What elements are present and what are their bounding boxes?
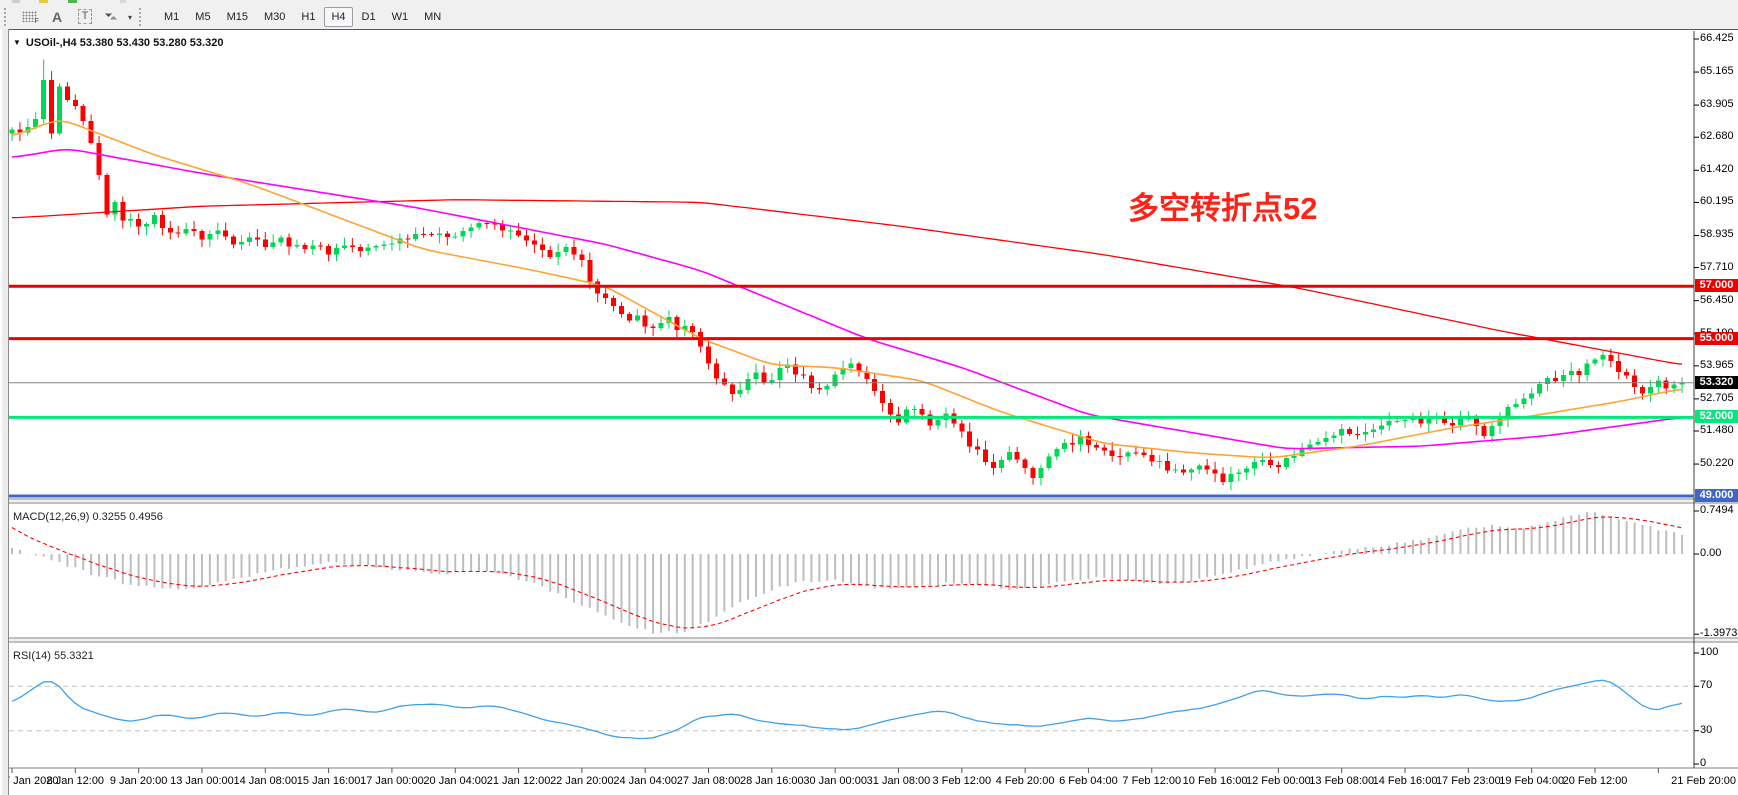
clipped-icon bbox=[12, 0, 20, 3]
time-axis-label: 13 Jan 00:00 bbox=[170, 775, 234, 787]
time-axis-label: 8 Jan 12:00 bbox=[46, 775, 105, 787]
timeframe-button-w1[interactable]: W1 bbox=[385, 7, 416, 27]
chevron-down-icon: ▾ bbox=[127, 13, 132, 22]
macd-histogram[interactable] bbox=[11, 512, 1684, 634]
time-axis-label: 6 Feb 04:00 bbox=[1059, 775, 1118, 787]
time-axis-label: 28 Jan 16:00 bbox=[740, 775, 804, 787]
time-axis-label: 27 Jan 08:00 bbox=[676, 775, 741, 787]
time-axis-label: 21 Feb 20:00 bbox=[1671, 775, 1736, 787]
time-axis-label: 24 Jan 04:00 bbox=[613, 775, 677, 787]
candlestick-series[interactable] bbox=[9, 59, 1685, 491]
time-axis-label: 10 Feb 16:00 bbox=[1182, 775, 1248, 787]
price-tick-label: 65.165 bbox=[1700, 65, 1734, 78]
time-axis-label: 21 Jan 12:00 bbox=[486, 775, 551, 787]
grid-f-label: F bbox=[34, 18, 39, 25]
rsi-line bbox=[11, 679, 1683, 740]
time-axis-label: 31 Jan 08:00 bbox=[866, 775, 931, 787]
price-level-label-55.000: 55.000 bbox=[1695, 331, 1738, 345]
price-tick-label: 57.710 bbox=[1700, 260, 1734, 273]
chart-dropdown-icon[interactable]: ▼ bbox=[13, 38, 21, 47]
chart-annotation-text[interactable]: 多空转折点52 bbox=[1128, 191, 1318, 226]
clipped-icon bbox=[68, 0, 77, 3]
rsi-tick-label: 30 bbox=[1700, 723, 1713, 736]
clipped-icon bbox=[120, 0, 126, 3]
time-axis-label: 14 Feb 16:00 bbox=[1372, 775, 1438, 787]
price-tick-label: 61.420 bbox=[1700, 163, 1734, 176]
price-level-label-49.000: 49.000 bbox=[1695, 489, 1738, 503]
crosshair-grid-icon[interactable]: F bbox=[16, 6, 42, 27]
price-tick-label: 58.935 bbox=[1700, 228, 1734, 241]
rsi-tick-label: 100 bbox=[1700, 646, 1719, 658]
timeframe-button-h4[interactable]: H4 bbox=[324, 6, 353, 27]
chart-window[interactable]: 66.425 65.165 63.905 62.680 61.420 60.195 58.9… bbox=[0, 29, 1738, 795]
price-tick-label: 53.965 bbox=[1700, 358, 1734, 371]
timeframe-button-h1[interactable]: H1 bbox=[294, 7, 322, 27]
timeframe-button-mn[interactable]: MN bbox=[417, 7, 448, 27]
price-tick-label: 52.705 bbox=[1700, 391, 1734, 404]
chart-title: ▼ USOil-,H4 53.380 53.430 53.280 53.320 bbox=[13, 37, 223, 49]
macd-indicator-label: MACD(12,26,9) 0.3255 0.4956 bbox=[13, 511, 163, 523]
macd-signal-line bbox=[11, 516, 1683, 629]
grid-glyph bbox=[21, 11, 37, 22]
rsi-indicator-label: RSI(14) 55.3321 bbox=[13, 650, 94, 662]
panel-chrome bbox=[9, 31, 1738, 769]
timeframe-button-m1[interactable]: M1 bbox=[157, 7, 186, 27]
text-label-icon[interactable]: A bbox=[44, 6, 70, 27]
arrow-tools-icon[interactable]: ▾ bbox=[100, 6, 132, 27]
time-axis-label: 20 Jan 04:00 bbox=[423, 775, 488, 787]
price-level-label-53.320: 53.320 bbox=[1695, 375, 1738, 389]
time-axis-label: 13 Feb 08:00 bbox=[1309, 775, 1375, 787]
rsi-tick-label: 0 bbox=[1700, 757, 1707, 769]
price-level-label-57.000: 57.000 bbox=[1695, 279, 1738, 293]
letter-t-glyph: T bbox=[77, 9, 93, 24]
clipped-toolbar-row bbox=[0, 0, 1738, 4]
time-axis-label: 7 Feb 12:00 bbox=[1122, 775, 1182, 787]
time-axis-label: 15 Jan 16:00 bbox=[296, 775, 361, 787]
toolbar-drag-handle[interactable] bbox=[4, 7, 10, 26]
price-tick-label: 66.425 bbox=[1700, 32, 1734, 44]
time-axis-label: 17 Jan 00:00 bbox=[360, 775, 424, 787]
time-axis-label: 7 Jan 2020 bbox=[4, 775, 59, 787]
timeframe-button-m5[interactable]: M5 bbox=[188, 7, 217, 27]
ma-mid-magenta-line bbox=[11, 148, 1683, 450]
timeframe-drag-handle[interactable] bbox=[139, 7, 145, 26]
ma-fast-orange-line bbox=[11, 120, 1683, 459]
letter-a-glyph: A bbox=[51, 8, 63, 25]
window-left-gutter bbox=[0, 29, 9, 795]
price-tick-label: 51.480 bbox=[1700, 424, 1734, 436]
macd-tick-label: 0.7494 bbox=[1700, 503, 1734, 516]
time-axis-label: 19 Feb 04:00 bbox=[1499, 775, 1565, 787]
macd-tick-label: 0.00 bbox=[1700, 547, 1722, 559]
price-tick-label: 60.195 bbox=[1700, 195, 1734, 208]
text-box-icon[interactable]: T bbox=[72, 6, 98, 27]
rsi-tick-label: 70 bbox=[1700, 679, 1713, 692]
time-axis-label: 3 Feb 12:00 bbox=[932, 775, 992, 787]
time-axis-label: 17 Feb 23:00 bbox=[1435, 775, 1501, 787]
time-axis-label: 12 Feb 00:00 bbox=[1245, 775, 1311, 787]
macd-tick-label: -1.3973 bbox=[1700, 627, 1738, 640]
toolbar: F A T ▾ M1 M5 M15 M30 H1 H4 D1 W1 MN bbox=[0, 4, 1738, 30]
price-tick-label: 63.905 bbox=[1700, 98, 1734, 111]
time-axis-label: 14 Jan 08:00 bbox=[233, 775, 298, 787]
timeframe-button-d1[interactable]: D1 bbox=[355, 7, 383, 27]
time-axis-label: 30 Jan 00:00 bbox=[803, 775, 867, 787]
timeframe-button-m15[interactable]: M15 bbox=[220, 7, 255, 27]
time-axis-label: 4 Feb 20:00 bbox=[995, 775, 1055, 787]
chart-title-text: USOil-,H4 53.380 53.430 53.280 53.320 bbox=[25, 37, 224, 49]
price-tick-label: 50.220 bbox=[1700, 457, 1734, 470]
ma-slow-red-line bbox=[11, 199, 1683, 365]
timeframe-toolbar: M1 M5 M15 M30 H1 H4 D1 W1 MN bbox=[156, 6, 449, 27]
timeframe-button-m30[interactable]: M30 bbox=[257, 7, 292, 27]
clipped-icon bbox=[39, 0, 48, 3]
price-level-label-52.000: 52.000 bbox=[1695, 410, 1738, 424]
price-tick-label: 56.450 bbox=[1700, 293, 1734, 306]
time-axis-label: 20 Feb 12:00 bbox=[1562, 775, 1628, 787]
time-axis-label: 9 Jan 20:00 bbox=[109, 775, 168, 787]
price-tick-label: 62.680 bbox=[1700, 130, 1734, 143]
time-axis-label: 22 Jan 20:00 bbox=[550, 775, 614, 787]
